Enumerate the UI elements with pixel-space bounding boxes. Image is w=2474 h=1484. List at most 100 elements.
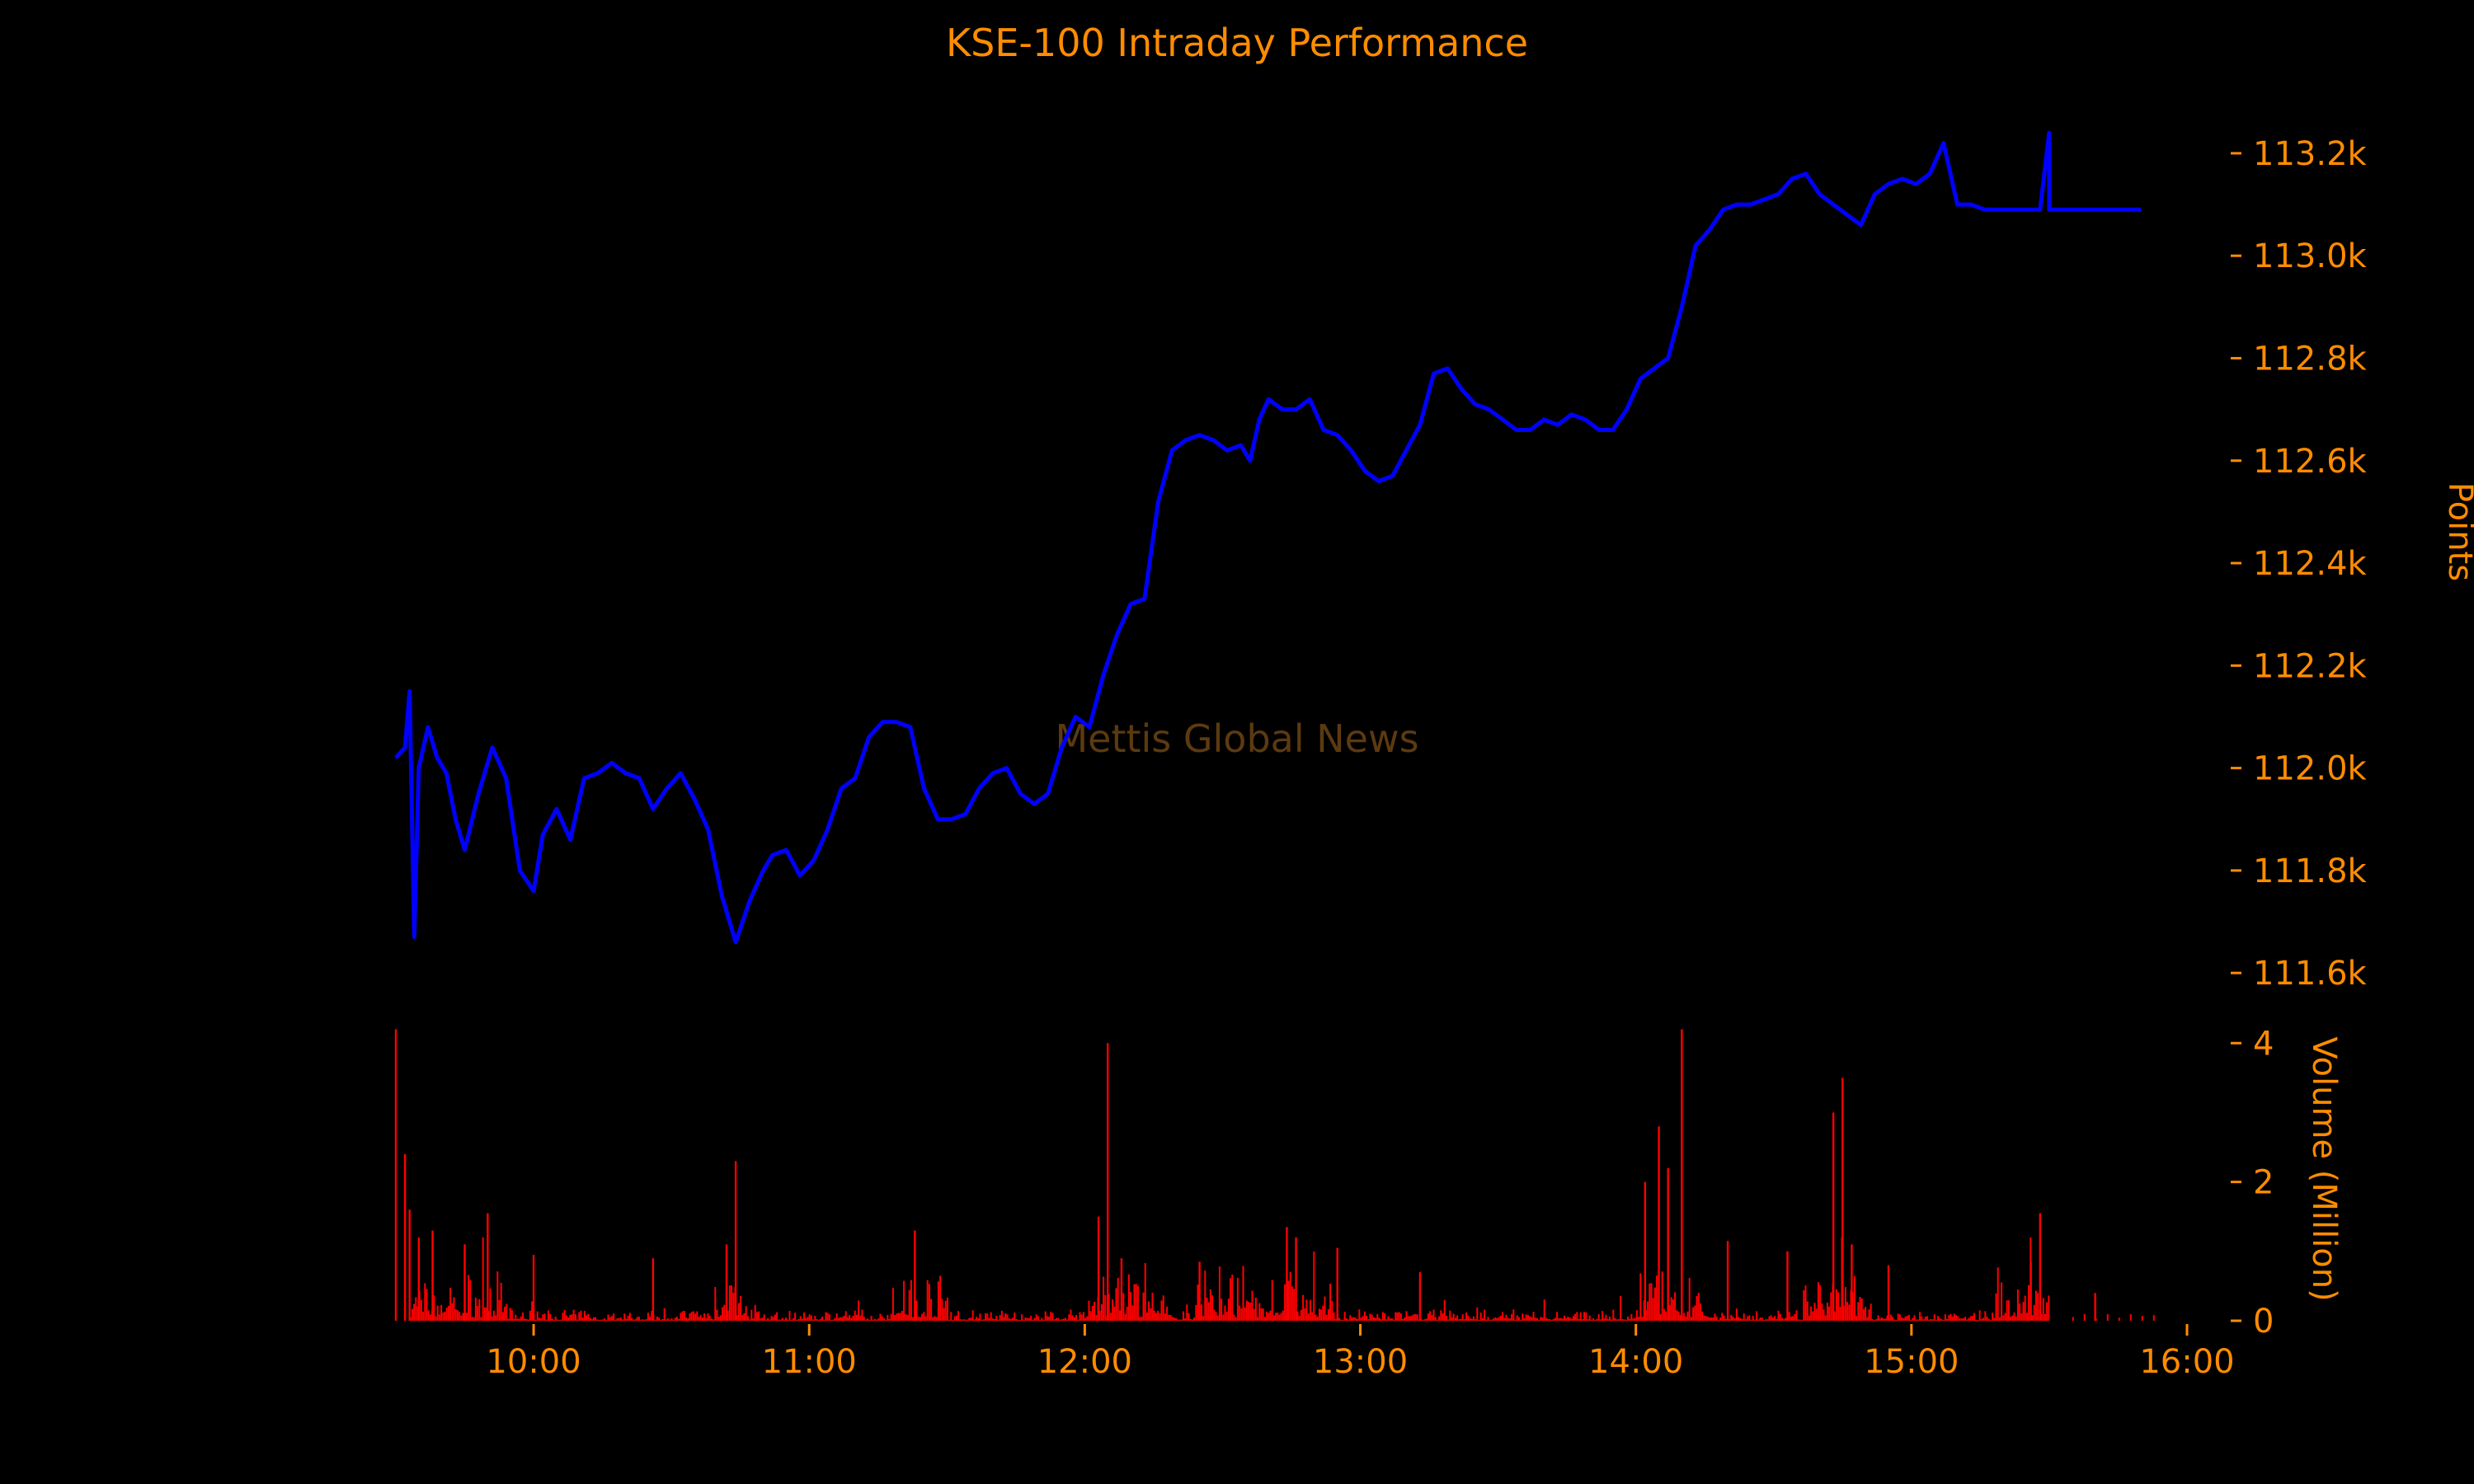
volume-bar <box>1009 1318 1012 1321</box>
volume-bar <box>1452 1313 1455 1321</box>
volume-bar <box>1079 1312 1081 1321</box>
volume-bar <box>674 1317 676 1321</box>
volume-bar <box>1375 1317 1377 1321</box>
volume-bar <box>823 1319 825 1321</box>
volume-bar <box>1572 1316 1574 1321</box>
volume-bar <box>1957 1316 1959 1321</box>
volume-bar <box>1935 1319 1937 1321</box>
volume-bar <box>1868 1309 1870 1321</box>
volume-bar <box>1910 1319 1912 1321</box>
volume-bar <box>1269 1310 1272 1321</box>
volume-bar <box>1830 1292 1832 1321</box>
volume-bar <box>1342 1319 1344 1321</box>
volume-bar <box>995 1316 998 1321</box>
volume-bar <box>487 1213 489 1321</box>
volume-bar <box>660 1319 662 1321</box>
volume-bar <box>1757 1319 1760 1321</box>
volume-bar <box>1352 1317 1355 1321</box>
volume-bar <box>1884 1318 1887 1321</box>
volume-bar <box>810 1315 812 1321</box>
volume-bar <box>1133 1284 1136 1321</box>
volume-bar <box>1443 1299 1446 1321</box>
volume-bar <box>433 1295 435 1321</box>
volume-bar <box>1253 1308 1255 1321</box>
volume-bars <box>394 1029 2155 1321</box>
volume-bar <box>1251 1290 1253 1321</box>
volume-bar <box>714 1287 717 1321</box>
volume-bar <box>1469 1317 1471 1321</box>
volume-bar <box>1097 1297 1099 1321</box>
volume-bar <box>440 1304 443 1321</box>
volume-bar <box>955 1315 957 1321</box>
volume-bar <box>1222 1314 1225 1321</box>
volume-bar <box>1233 1314 1235 1321</box>
volume-bar <box>1883 1318 1885 1321</box>
volume-bar <box>932 1317 934 1321</box>
volume-bar <box>1215 1312 1217 1321</box>
volume-bar <box>562 1313 564 1321</box>
volume-bar <box>1980 1318 1982 1321</box>
volume-bar <box>431 1310 434 1321</box>
volume-bar <box>1311 1312 1314 1321</box>
volume-bar <box>1871 1319 1874 1321</box>
volume-bar <box>767 1318 769 1321</box>
volume-bar <box>970 1317 972 1321</box>
volume-bar <box>637 1317 640 1321</box>
volume-bar <box>905 1313 907 1321</box>
volume-bar <box>736 1315 738 1321</box>
time-tick-label: 14:00 <box>1588 1343 1683 1381</box>
volume-bar <box>1345 1318 1348 1321</box>
volume-bar <box>837 1317 840 1321</box>
volume-bar <box>571 1314 573 1321</box>
volume-bar <box>496 1271 499 1321</box>
volume-bar <box>852 1315 854 1321</box>
volume-bar <box>915 1300 918 1321</box>
volume-bar <box>796 1319 798 1321</box>
volume-bar <box>1142 1292 1145 1321</box>
volume-bar <box>826 1313 829 1321</box>
volume-bar <box>592 1317 595 1321</box>
volume-bar <box>1879 1318 1881 1321</box>
volume-bar <box>1940 1319 1943 1321</box>
volume-bar <box>1523 1317 1526 1321</box>
volume-bar <box>1449 1310 1451 1321</box>
volume-bar <box>794 1313 797 1321</box>
volume-bar <box>409 1317 412 1321</box>
volume-bar <box>867 1318 869 1321</box>
volume-bar <box>1616 1319 1618 1321</box>
volume-bar <box>1186 1304 1188 1321</box>
volume-bar <box>1886 1315 1888 1321</box>
volume-bar <box>1942 1319 1945 1321</box>
volume-bar <box>1681 1315 1683 1321</box>
volume-bar <box>1189 1318 1192 1321</box>
volume-bar <box>1550 1319 1553 1321</box>
volume-bar <box>1517 1317 1520 1321</box>
volume-bar <box>1289 1271 1291 1321</box>
volume-bar <box>1387 1316 1390 1321</box>
price-plot-area <box>394 130 2142 945</box>
volume-bar <box>1103 1276 1105 1321</box>
volume-bar <box>816 1319 818 1321</box>
volume-bar <box>1933 1314 1935 1321</box>
volume-bar <box>1785 1317 1787 1321</box>
volume-bar <box>967 1319 969 1321</box>
volume-bar <box>661 1318 664 1321</box>
volume-bar <box>1151 1292 1154 1321</box>
volume-bar <box>896 1313 898 1321</box>
volume-tick-label: 2 <box>2253 1164 2274 1202</box>
volume-bar <box>1169 1314 1172 1321</box>
volume-bar <box>1862 1308 1865 1321</box>
volume-bar <box>1467 1315 1470 1321</box>
volume-bar <box>1696 1295 1698 1321</box>
volume-bar <box>914 1230 916 1321</box>
volume-bar <box>483 1307 486 1321</box>
volume-bar <box>1917 1319 1919 1321</box>
volume-bar <box>745 1306 747 1321</box>
volume-bar <box>1182 1311 1184 1321</box>
volume-bar <box>1647 1301 1649 1321</box>
volume-bar <box>890 1313 892 1321</box>
volume-bar <box>737 1303 740 1321</box>
volume-bar <box>1432 1309 1435 1321</box>
volume-bar <box>1236 1277 1239 1321</box>
volume-bar <box>1617 1319 1620 1321</box>
